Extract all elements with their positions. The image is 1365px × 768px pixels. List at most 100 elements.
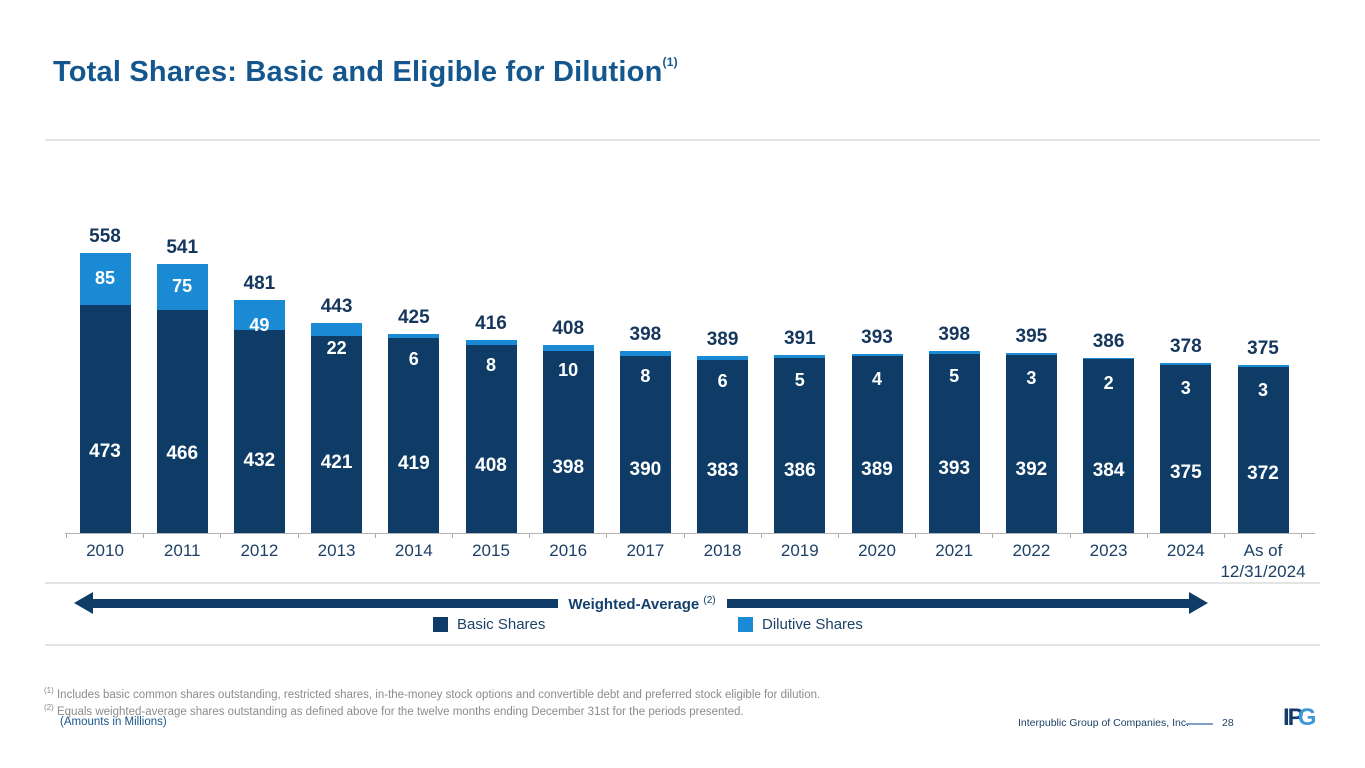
- dilutive-value-label-2020: 4: [871, 369, 882, 389]
- dilutive-segment-2016: [542, 345, 594, 351]
- footnotes: (1) Includes basic common shares outstan…: [44, 686, 820, 721]
- total-value-label-2010: 558: [89, 226, 121, 247]
- basic-value-label-2019: 386: [783, 460, 816, 481]
- x-axis-label-2021: 2021: [935, 541, 974, 560]
- basic-segment-2011: [156, 310, 208, 533]
- total-value-label-2019: 391: [783, 328, 816, 349]
- legend-item-dilutive-shares: Dilutive Shares: [738, 616, 863, 633]
- weighted-average-left-arrow-shaft: [92, 599, 558, 608]
- dilutive-value-label-2011: 75: [172, 276, 193, 296]
- bar-2013: 22 421: [311, 323, 363, 533]
- dilutive-value-label-2014: 6: [408, 349, 419, 369]
- axis-tick: [992, 534, 994, 538]
- footnote-1-text: Includes basic common shares outstanding…: [56, 688, 821, 701]
- weighted-average-left-arrow-head: [74, 592, 93, 614]
- ipg-logo-ip: IP: [1283, 704, 1304, 731]
- bar-2014: 6 419: [388, 334, 440, 533]
- footnote-reference-1: (1): [662, 55, 678, 70]
- basic-value-label-2020: 389: [861, 459, 893, 480]
- legend-bottom-divider: [45, 644, 1320, 646]
- dilutive-value-label-2019: 5: [794, 370, 805, 390]
- dilutive-segment-as-of: [1237, 365, 1289, 367]
- weighted-average-label-text: Weighted-Average: [568, 596, 700, 613]
- bar-2011: 75 466: [156, 264, 208, 533]
- basic-segment-2012: [233, 330, 285, 533]
- ipg-logo: IPG: [1283, 704, 1317, 732]
- dilutive-segment-2017: [619, 351, 671, 356]
- x-axis-label-2012: 2012: [240, 541, 279, 560]
- dilutive-segment-2020: [851, 354, 903, 356]
- dilutive-value-label-2012: 49: [249, 315, 270, 335]
- stacked-bar-chart: 85 473 558 75 466 541 49 432 481 22 421 443 6 419 425 8…: [65, 226, 1315, 533]
- axis-tick: [1301, 534, 1303, 538]
- axis-tick: [374, 534, 376, 538]
- axis-tick: [66, 534, 67, 538]
- basic-segment-2023: [1083, 359, 1135, 533]
- dilutive-segment-2021: [928, 351, 980, 354]
- basic-segment-2014: [388, 338, 440, 533]
- basic-value-label-2010: 473: [89, 441, 121, 462]
- axis-tick: [452, 534, 453, 538]
- basic-segment-2013: [311, 336, 363, 533]
- total-value-label-2015: 416: [475, 313, 507, 334]
- footnote-2-marker: (2): [44, 703, 54, 713]
- basic-value-label-2018: 383: [706, 460, 739, 481]
- x-axis-label-2022: 2022: [1012, 541, 1051, 560]
- x-axis-label-2017: 2017: [626, 541, 665, 560]
- dilutive-segment-2018: [697, 356, 749, 360]
- axis-tick: [297, 534, 299, 538]
- x-axis-label-2010: 2010: [86, 541, 124, 560]
- dilutive-segment-2011: [156, 264, 208, 310]
- basic-value-label-2013: 421: [320, 452, 353, 473]
- bar-2017: 8 390: [619, 351, 671, 533]
- bar-2020: 4 389: [851, 354, 903, 533]
- axis-tick: [683, 534, 685, 538]
- ipg-logo-g: G: [1297, 704, 1317, 731]
- axis-tick: [915, 534, 917, 538]
- total-value-label-2018: 389: [706, 329, 739, 350]
- x-axis-label-2013: 2013: [317, 541, 356, 560]
- basic-shares-swatch-icon: [433, 617, 448, 632]
- x-axis-label-2011: 2011: [163, 541, 201, 560]
- basic-value-label-2011: 466: [166, 443, 199, 464]
- bar-2012: 49 432: [233, 300, 285, 533]
- bar-2018: 6 383: [697, 356, 749, 533]
- dilutive-segment-2014: [388, 334, 440, 338]
- bar-2010: 85 473: [79, 253, 131, 533]
- x-axis-label-as-of: As of 12/31/2024: [1220, 541, 1306, 582]
- x-axis-label-2016: 2016: [549, 541, 588, 560]
- axis-tick: [220, 534, 222, 538]
- total-value-label-2013: 443: [320, 296, 353, 317]
- basic-segment-2020: [851, 356, 903, 533]
- x-axis-label-2020: 2020: [858, 541, 896, 560]
- total-value-label-2022: 395: [1015, 326, 1048, 347]
- total-value-label-2021: 398: [938, 324, 971, 345]
- basic-value-label-2024: 375: [1169, 462, 1202, 483]
- basic-segment-2017: [619, 356, 671, 533]
- weighted-average-label: Weighted-Average (2): [556, 595, 728, 613]
- axis-tick: [529, 534, 531, 538]
- page-title-text: Total Shares: Basic and Eligible for Dil…: [53, 56, 663, 88]
- basic-value-label-2015: 408: [475, 455, 507, 476]
- dilutive-segment-2023: [1083, 358, 1135, 359]
- weighted-average-right-arrow-head: [1189, 592, 1208, 614]
- basic-segment-2010: [79, 305, 131, 533]
- basic-value-label-2022: 392: [1015, 459, 1048, 480]
- basic-value-label-2017: 390: [629, 459, 662, 480]
- bar-2022: 3 392: [1005, 353, 1057, 533]
- dilutive-segment-2024: [1160, 363, 1212, 365]
- dilutive-segment-2010: [79, 253, 131, 305]
- x-axis-label-2014: 2014: [394, 541, 433, 560]
- dilutive-segment-2022: [1005, 353, 1057, 355]
- x-axis-label-2019: 2019: [780, 541, 819, 560]
- title-divider: [45, 139, 1320, 141]
- basic-segment-2016: [542, 351, 594, 533]
- x-axis-line: [65, 533, 1315, 534]
- dilutive-value-label-2017: 8: [640, 366, 651, 386]
- total-value-label-2011: 541: [166, 237, 199, 258]
- axis-tick: [1069, 534, 1071, 538]
- dilutive-value-label-2021: 5: [949, 366, 960, 386]
- amounts-in-millions-note: (Amounts in Millions): [60, 716, 167, 728]
- axis-tick: [606, 534, 608, 538]
- axis-tick: [838, 534, 839, 538]
